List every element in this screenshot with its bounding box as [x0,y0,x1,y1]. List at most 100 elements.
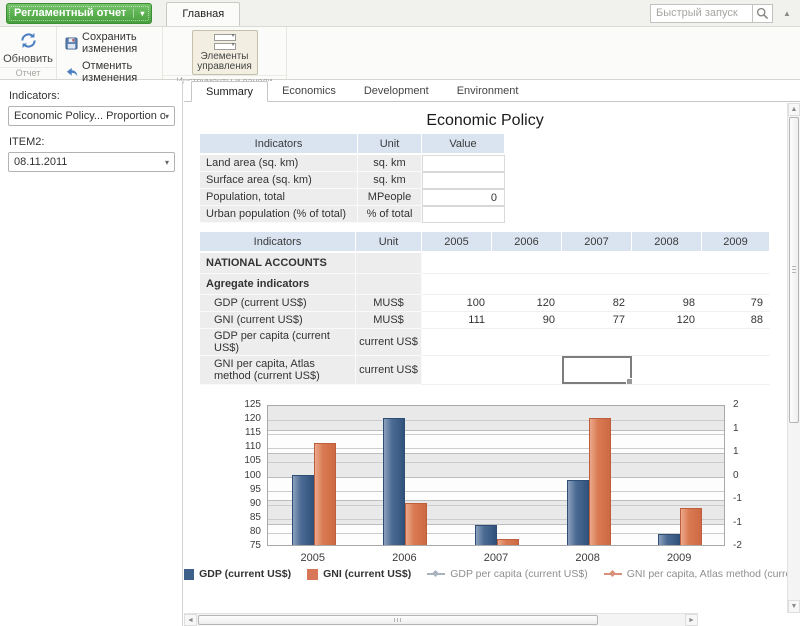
value-cell[interactable] [422,329,492,356]
horizontal-scrollbar-thumb[interactable] [198,615,598,625]
x-axis-tick-label: 2009 [666,552,692,564]
ribbon-group-report: Обновить Отчет [0,27,57,79]
indicator-cell: NATIONAL ACCOUNTS [200,253,356,274]
gridline [268,448,724,450]
scroll-left-icon[interactable]: ◄ [184,614,197,626]
value-cell[interactable] [562,329,632,356]
value-cell[interactable]: 88 [702,312,770,329]
collapse-ribbon-icon[interactable]: ▲ [783,8,791,18]
value-cell[interactable] [422,155,505,172]
ribbon: Регламентный отчет ▾ Главная ▲ [0,0,800,95]
y-axis-tick-label: 125 [244,399,261,410]
value-cell[interactable] [632,356,702,385]
item2-label: ITEM2: [9,136,45,148]
column-header: Indicators [200,232,356,253]
tab-economics[interactable]: Economics [282,85,336,97]
scroll-right-icon[interactable]: ► [685,614,698,626]
chevron-down-icon: ▾ [164,111,169,121]
controls-button[interactable]: Элементы управления [191,30,258,75]
refresh-button[interactable]: Обновить [0,27,56,67]
y-axis-tick-label: 120 [244,413,261,425]
x-axis-tick-label: 2005 [300,552,326,564]
secondary-axis-tick-label: -1 [733,493,742,504]
tab-environment[interactable]: Environment [456,85,519,97]
value-cell[interactable] [422,172,505,189]
gridline [268,518,724,520]
unit-cell [356,274,422,295]
value-cell[interactable] [702,329,770,356]
y-axis-tick-label: 115 [245,427,261,439]
table-row: Land area (sq. km) sq. km [200,155,505,172]
x-axis-tick-label: 2006 [392,552,417,564]
scroll-down-icon[interactable]: ▼ [788,600,800,613]
search-input[interactable] [650,3,752,23]
value-cell[interactable]: 79 [702,295,770,312]
value-cell[interactable] [562,253,632,274]
selected-cell[interactable] [562,356,632,385]
bar-2008-gni [588,418,611,545]
report-menu-button[interactable]: Регламентный отчет ▾ [6,2,153,24]
save-changes-button[interactable]: Сохранить изменения [65,31,162,55]
vertical-scrollbar[interactable]: ▲ ▼ [787,103,800,613]
value-cell[interactable] [702,274,770,295]
parameters-sidebar: Indicators: Economic Policy... Proportio… [0,81,183,626]
indicators-dropdown[interactable]: Economic Policy... Proportion of s... (1… [8,106,175,126]
save-changes-label: Сохранить изменения [82,31,138,55]
search-icon[interactable] [752,3,773,23]
value-cell[interactable] [422,206,505,223]
value-cell[interactable] [702,253,770,274]
value-cell[interactable] [632,274,702,295]
value-cell[interactable]: 111 [422,312,492,329]
value-cell[interactable]: 0 [422,189,505,206]
gridline-right [268,429,724,431]
vertical-scrollbar-thumb[interactable] [789,117,799,423]
report-page: Economic Policy Indicators Unit Value Land … [184,103,787,613]
ribbon-groups: Обновить Отчет [0,27,800,95]
value-cell[interactable]: 82 [562,295,632,312]
value-cell[interactable] [632,329,702,356]
value-cell[interactable] [492,356,562,385]
value-cell[interactable] [422,356,492,385]
value-cell[interactable]: 120 [632,312,702,329]
value-cell[interactable] [422,253,492,274]
table-row: GDP per capita (current US$) current US$ [200,329,770,356]
column-header: 2009 [702,232,770,253]
value-cell[interactable]: 90 [492,312,562,329]
value-cell[interactable] [422,274,492,295]
report-menu-label: Регламентный отчет [14,7,127,19]
chevron-down-icon: ▾ [133,8,144,18]
indicator-cell: Population, total [200,189,358,206]
tab-development[interactable]: Development [363,85,429,97]
value-cell[interactable] [702,356,770,385]
scroll-up-icon[interactable]: ▲ [788,103,800,116]
chevron-down-icon: ▾ [164,157,169,167]
secondary-axis-tick-label: -2 [733,540,742,551]
value-cell[interactable] [632,253,702,274]
value-cell[interactable]: 77 [562,312,632,329]
value-cell[interactable]: 100 [422,295,492,312]
plot-band [268,406,724,430]
horizontal-scrollbar[interactable]: ◄ ► [184,613,698,626]
gridline [268,490,724,492]
unit-cell: sq. km [358,155,422,172]
value-cell[interactable] [492,329,562,356]
value-cell[interactable] [492,274,562,295]
tab-summary[interactable]: Summary [191,81,269,102]
indicator-cell: GNI (current US$) [200,312,356,329]
value-cell[interactable]: 120 [492,295,562,312]
column-header: Unit [356,232,422,253]
item2-dropdown[interactable]: 08.11.2011 ▾ [8,152,175,172]
indicator-cell: Urban population (% of total) [200,206,358,223]
legend-label: GDP (current US$) [199,568,292,580]
column-header: 2008 [632,232,702,253]
ribbon-tab-home[interactable]: Главная [166,1,241,26]
value-cell[interactable] [492,253,562,274]
y-axis-tick-label: 90 [249,497,261,509]
gridline-right [268,500,724,501]
ribbon-group-tools: Элементы управления Инструменты и панели [163,27,287,86]
legend-line-marker-icon [427,573,446,575]
chart-legend: GDP (current US$) GNI (current US$) GDP pe… [184,568,787,580]
value-cell[interactable]: 98 [632,295,702,312]
unit-cell: % of total [358,206,422,223]
value-cell[interactable] [562,274,632,295]
